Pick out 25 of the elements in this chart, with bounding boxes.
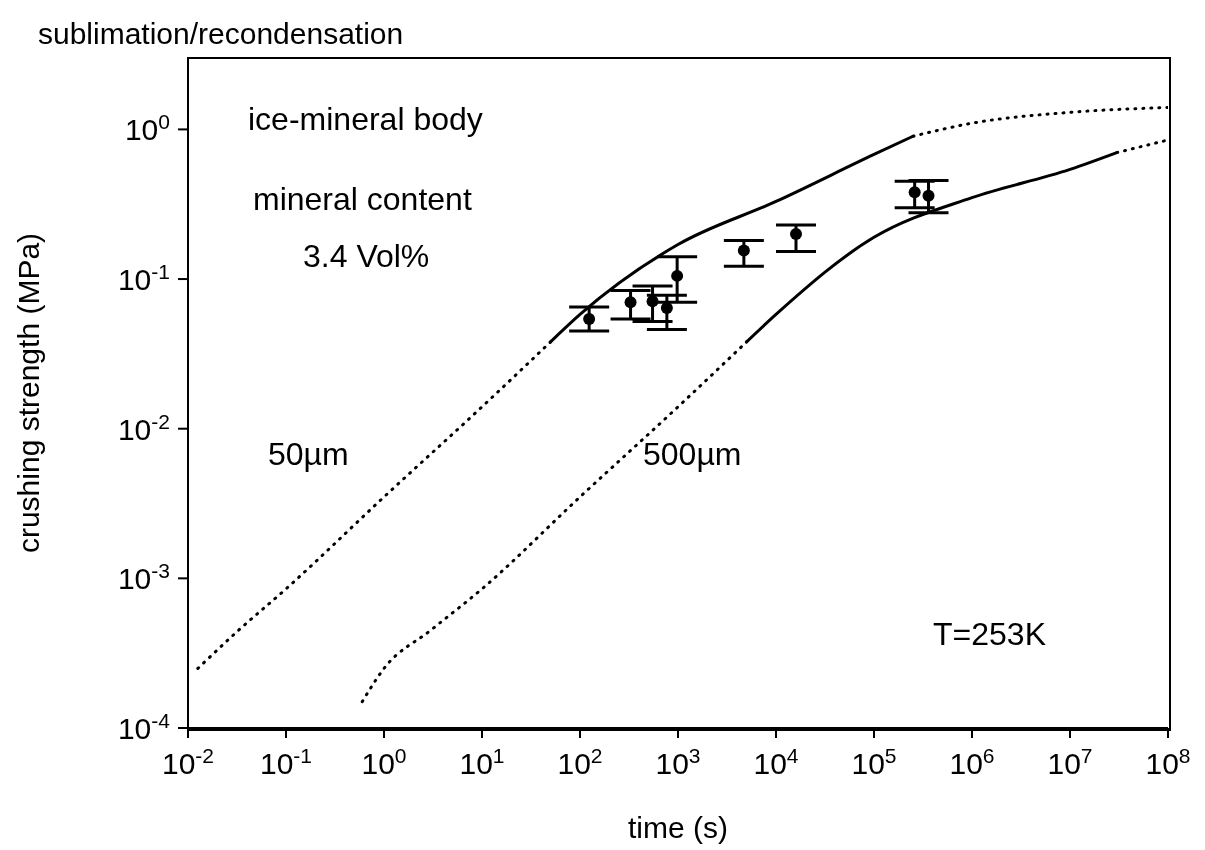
x-tick-label: 10$^{1}$ <box>459 743 505 780</box>
y-tick-label: 10$^{0}$ <box>124 109 170 147</box>
x-tick-label: 10$^{6}$ <box>949 743 995 780</box>
chart-title: sublimation/recondensation <box>38 17 404 50</box>
x-tick-label: 10$^{7}$ <box>1047 743 1093 780</box>
x-tick-label: 10$^{8}$ <box>1145 743 1191 780</box>
annotation: 500µm <box>643 436 742 472</box>
annotation: ice-mineral body <box>248 101 483 137</box>
y-tick-label: 10$^{-4}$ <box>117 708 171 745</box>
x-tick-label: 10$^{-1}$ <box>259 743 313 780</box>
x-axis-title: time (s) <box>628 811 728 844</box>
x-tick-label: 10$^{5}$ <box>851 743 897 780</box>
x-tick-label: 10$^{2}$ <box>557 743 603 780</box>
x-tick-label: 10$^{0}$ <box>361 743 407 780</box>
y-tick-label: 10$^{-1}$ <box>117 259 170 297</box>
y-axis-title: crushing strength (MPa) <box>11 232 45 554</box>
y-tick-label: 10$^{-2}$ <box>117 409 170 446</box>
annotation: mineral content <box>253 181 472 217</box>
x-tick-label: 10$^{3}$ <box>655 743 701 780</box>
y-tick-label: 10$^{-3}$ <box>117 558 170 596</box>
x-tick-label: 10$^{4}$ <box>753 743 799 780</box>
annotation: 3.4 Vol% <box>303 238 430 274</box>
annotation: T=253K <box>933 616 1046 652</box>
x-tick-label: 10$^{-2}$ <box>161 743 215 780</box>
annotation: 50µm <box>268 436 349 472</box>
